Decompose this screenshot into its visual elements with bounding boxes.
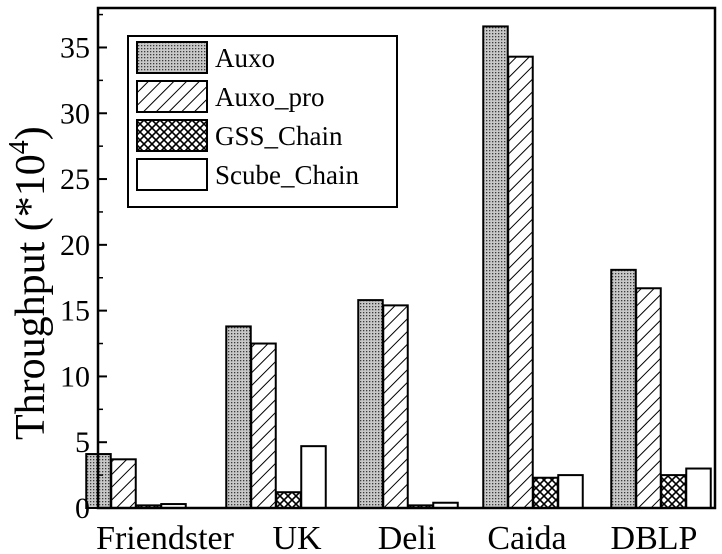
legend-swatch-gss-chain	[136, 119, 208, 152]
y-tick-label-15: 15	[60, 295, 90, 328]
y-tick-label-25: 25	[60, 163, 90, 196]
x-category-label-dblp: DBLP	[611, 520, 698, 554]
bar-auxo-pro-friendster	[110, 458, 137, 510]
legend-label-scube-chain: Scube_Chain	[215, 160, 359, 190]
bar-auxo-uk	[225, 325, 252, 509]
plot-frame	[96, 6, 717, 510]
y-axis-label-close: )	[8, 126, 54, 140]
y-tick-label-35: 35	[60, 31, 90, 64]
bar-auxo-pro-deli	[382, 304, 409, 509]
bar-gss-chain-dblp	[660, 474, 687, 509]
legend: Auxo Auxo_pro GSS_Chain Scube_Chain	[127, 35, 398, 208]
x-category-label-caida: Caida	[487, 520, 566, 554]
legend-label-gss-chain: GSS_Chain	[215, 121, 343, 151]
legend-swatch-auxo-pro	[136, 80, 208, 113]
x-category-label-friendster: Friendster	[96, 520, 235, 554]
legend-swatch-scube-chain	[136, 158, 208, 191]
x-category-label-uk: UK	[272, 520, 322, 554]
bar-auxo-pro-caida	[507, 55, 534, 510]
axes-layer: 0 5 10 15 20 25 30 35 Friendster UK Deli Caida DBLP	[60, 6, 717, 554]
y-tick-label-0: 0	[75, 492, 90, 525]
legend-label-auxo-pro: Auxo_pro	[215, 82, 325, 112]
y-axis-label: Throughput (*104)	[4, 126, 54, 440]
bar-auxo-deli	[357, 299, 384, 509]
bars-layer	[85, 25, 712, 510]
bar-auxo-dblp	[610, 268, 637, 509]
bar-auxo-caida	[482, 25, 509, 510]
y-tick-label-10: 10	[60, 360, 90, 393]
bar-scube-chain-uk	[300, 445, 327, 510]
bar-auxo-pro-dblp	[635, 287, 662, 509]
y-tick-label-30: 30	[60, 97, 90, 130]
x-category-label-deli: Deli	[378, 520, 437, 554]
y-axis-label-exponent: 4	[4, 140, 35, 154]
bar-scube-chain-caida	[557, 474, 584, 509]
y-axis-label-text: Throughput (*10	[8, 154, 54, 440]
bar-scube-chain-dblp	[685, 467, 712, 509]
bar-gss-chain-caida	[532, 476, 559, 510]
legend-label-auxo: Auxo	[215, 43, 275, 73]
bar-auxo-pro-uk	[250, 342, 277, 509]
bar-gss-chain-uk	[275, 491, 302, 510]
y-axis-label-group: Throughput (*104)	[4, 126, 54, 440]
y-tick-label-5: 5	[75, 426, 90, 459]
legend-swatch-auxo	[136, 41, 208, 74]
y-tick-label-20: 20	[60, 229, 90, 262]
